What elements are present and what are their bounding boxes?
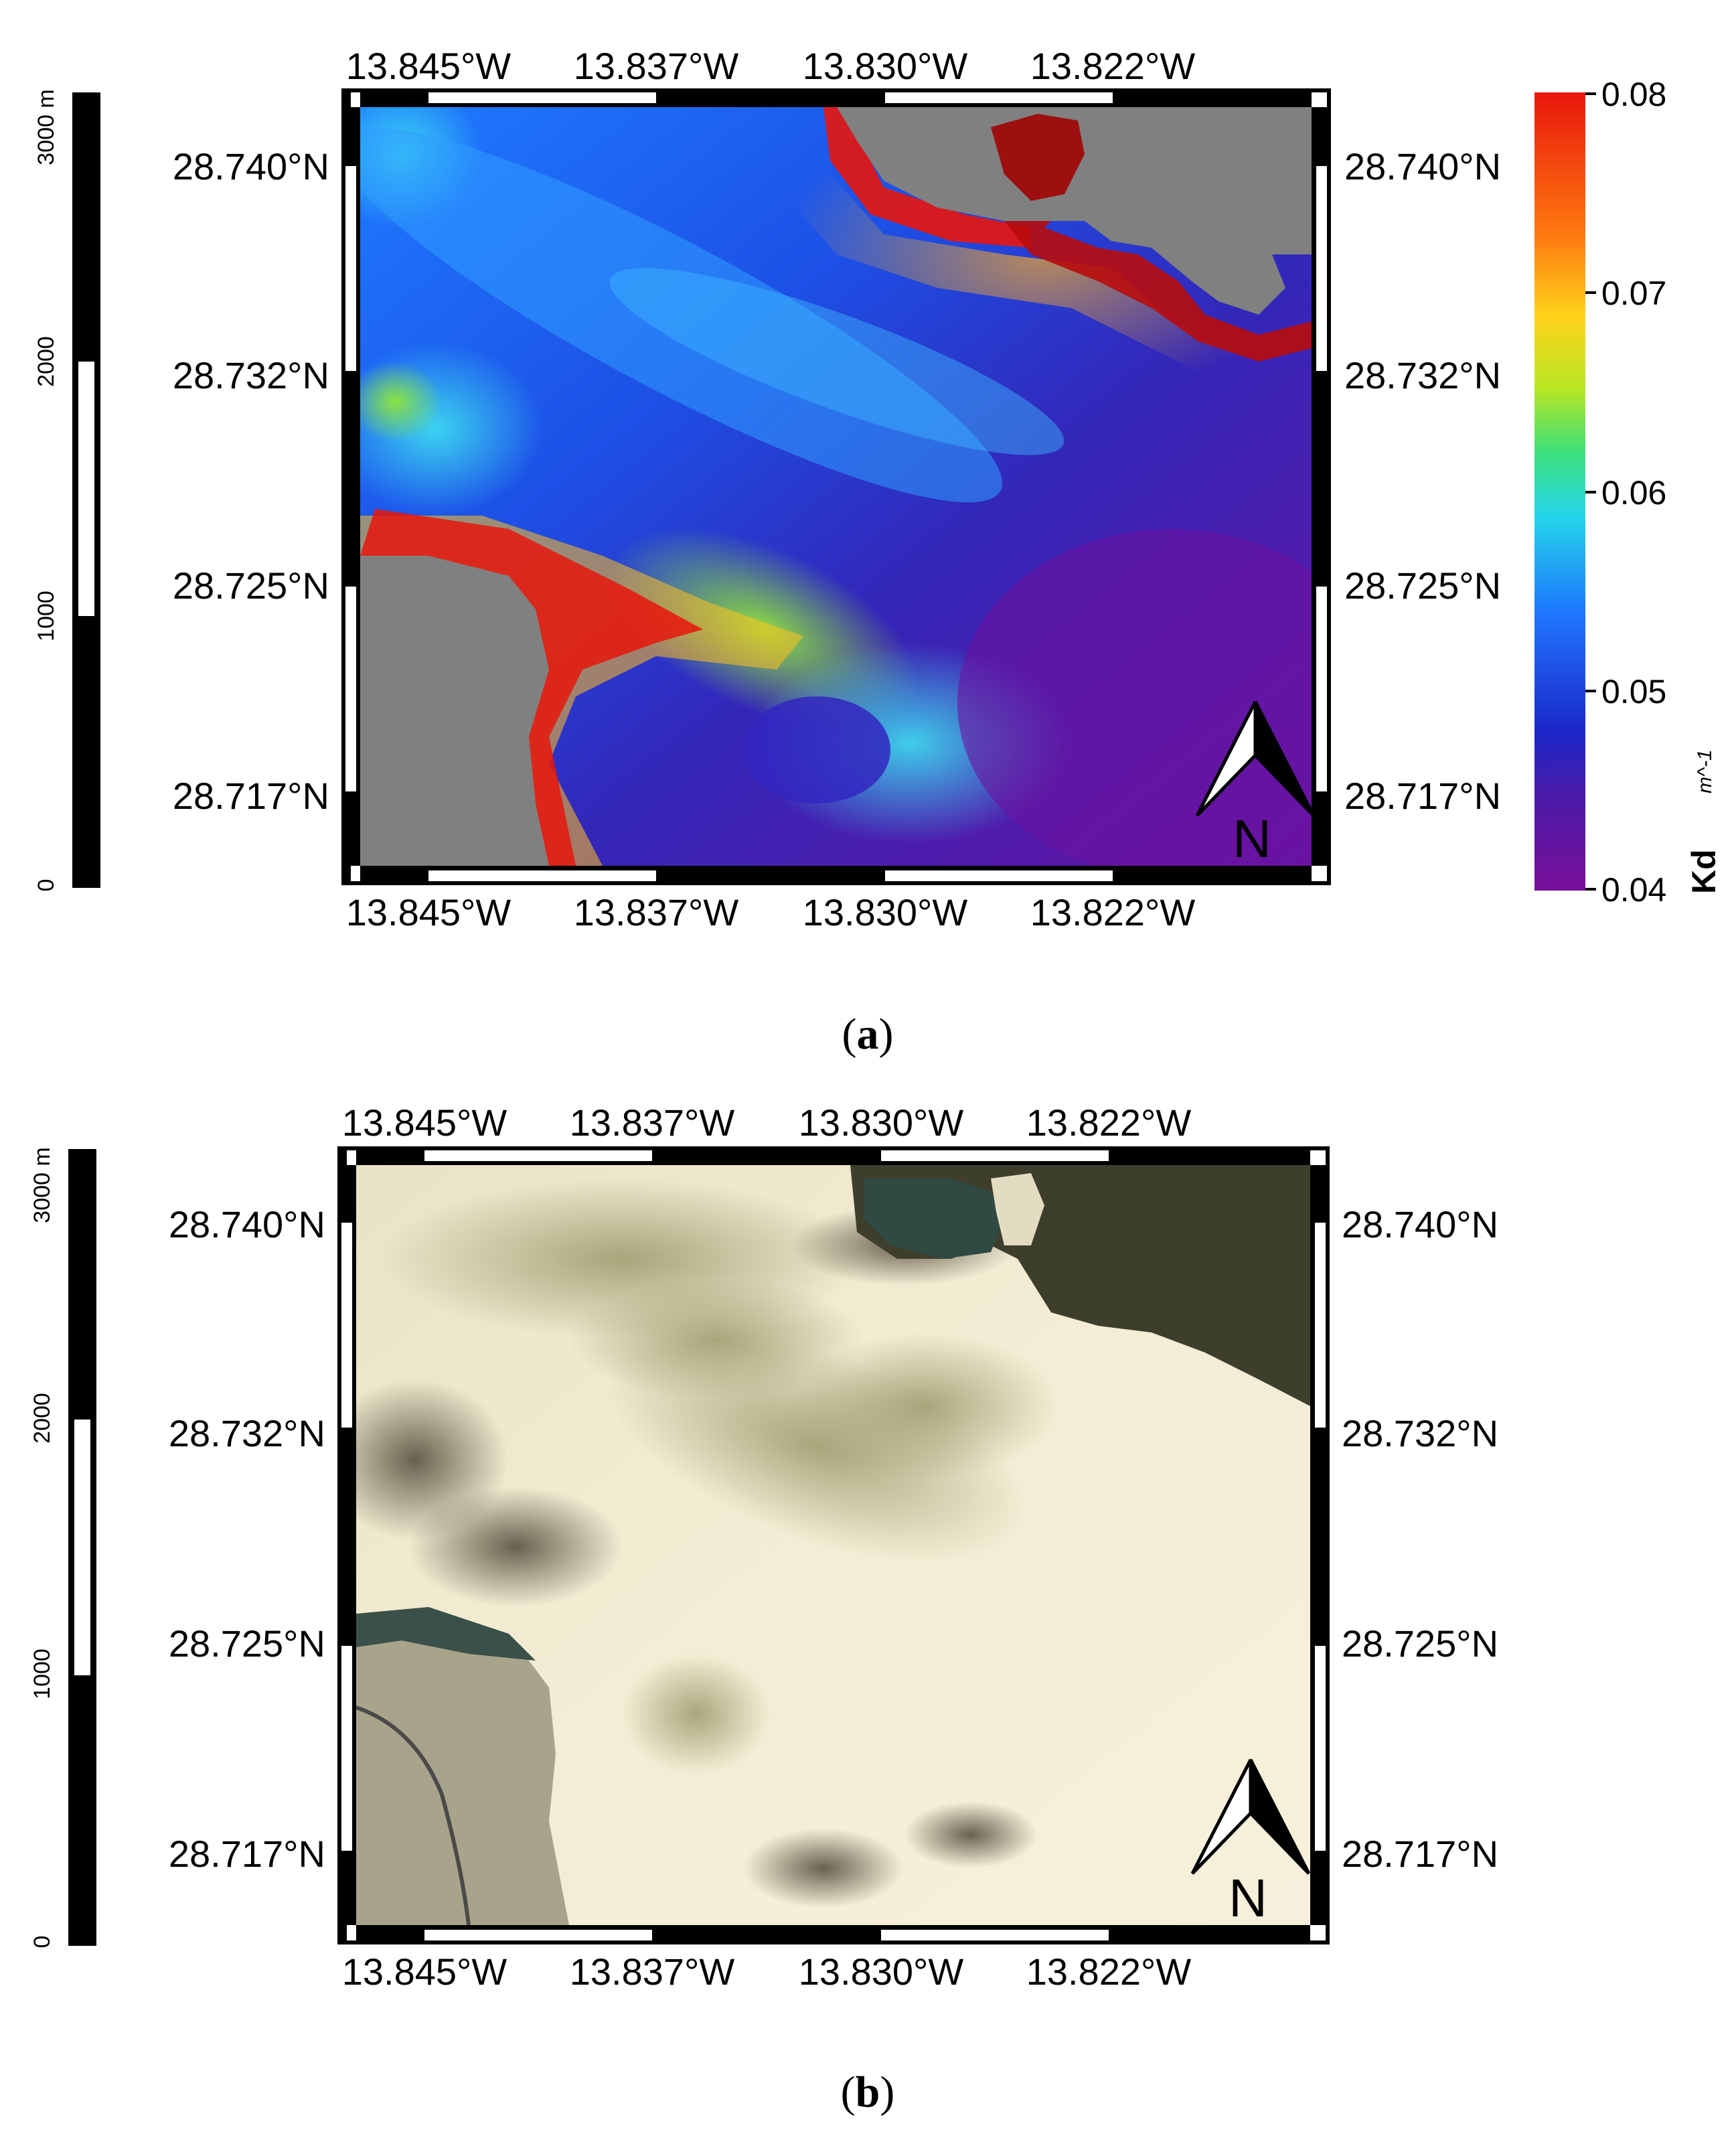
lon-label: 13.822°W: [1030, 891, 1196, 933]
scale-unit-label: 3000 m: [29, 1147, 55, 1223]
north-arrow-icon: N: [1195, 700, 1316, 868]
colorbar-tick-label: 0.04: [1601, 871, 1666, 909]
scale-unit-label: 3000 m: [33, 89, 59, 165]
panel-b: 3000 m 2000 1000 0: [29, 1101, 1498, 2117]
lon-label: 13.845°W: [346, 891, 511, 933]
lon-label: 13.837°W: [574, 45, 739, 87]
scale-tick-label: 0: [33, 879, 59, 892]
north-label: N: [1233, 809, 1271, 868]
scale-bar: 3000 m 2000 1000 0: [29, 1147, 96, 1948]
scale-tick-label: 2000: [33, 336, 59, 387]
lat-labels-left: 28.740°N 28.732°N 28.725°N 28.717°N: [173, 145, 329, 817]
lon-labels-top: 13.845°W 13.837°W 13.830°W 13.822°W: [346, 45, 1196, 87]
lon-label: 13.822°W: [1030, 45, 1196, 87]
lat-label: 28.725°N: [1342, 1622, 1498, 1665]
lat-label: 28.740°N: [169, 1203, 325, 1245]
lat-label: 28.717°N: [169, 1833, 325, 1875]
lon-label: 13.845°W: [342, 1101, 507, 1144]
north-arrow-icon: N: [1190, 1758, 1311, 1928]
land-mass: [356, 1607, 569, 1925]
lon-labels-bottom: 13.845°W 13.837°W 13.830°W 13.822°W: [346, 891, 1196, 933]
lon-label: 13.837°W: [570, 1951, 735, 1993]
lat-label: 28.740°N: [1342, 1203, 1498, 1245]
colorbar-tick-label: 0.08: [1601, 76, 1666, 113]
lat-label: 28.717°N: [1342, 1833, 1498, 1875]
panel-caption: (b): [841, 2068, 895, 2117]
colorbar-tick-label: 0.05: [1601, 673, 1666, 710]
colorbar-tick-label: 0.06: [1601, 474, 1666, 512]
scale-tick-label: 2000: [29, 1393, 55, 1444]
lon-labels-bottom: 13.845°W 13.837°W 13.830°W 13.822°W: [342, 1951, 1192, 1993]
lon-label: 13.830°W: [799, 1951, 964, 1993]
scale-tick-label: 0: [29, 1936, 55, 1949]
lat-label: 28.725°N: [169, 1622, 325, 1665]
lon-label: 13.822°W: [1026, 1101, 1192, 1144]
lon-label: 13.837°W: [570, 1101, 735, 1144]
colorbar-title: Kd: [1685, 849, 1723, 894]
north-label: N: [1229, 1868, 1267, 1928]
lon-label: 13.822°W: [1026, 1951, 1192, 1993]
lat-label: 28.725°N: [1344, 564, 1501, 607]
lat-label: 28.732°N: [1344, 354, 1501, 396]
lat-label: 28.732°N: [169, 1412, 325, 1454]
land-mass: [360, 556, 549, 866]
lat-labels-left: 28.740°N 28.732°N 28.725°N 28.717°N: [169, 1203, 325, 1875]
lat-label: 28.732°N: [173, 354, 329, 396]
lon-label: 13.830°W: [803, 891, 968, 933]
lon-label: 13.837°W: [574, 891, 739, 933]
land-mass: [837, 107, 1312, 315]
colorbar-gradient: [1534, 92, 1585, 891]
colorbar-ticks: [1585, 92, 1596, 891]
colorbar-unit: m^-1: [1694, 749, 1716, 793]
scale-bar: 3000 m 2000 1000 0: [33, 89, 100, 891]
kd-map: [360, 107, 1312, 866]
lat-label: 28.732°N: [1342, 1412, 1498, 1454]
lat-label: 28.740°N: [1344, 145, 1501, 187]
lat-labels-right: 28.740°N 28.732°N 28.725°N 28.717°N: [1344, 145, 1501, 817]
scale-tick-label: 1000: [33, 591, 59, 641]
lat-label: 28.717°N: [173, 775, 329, 817]
lon-label: 13.830°W: [803, 45, 968, 87]
lat-label: 28.725°N: [173, 564, 329, 607]
panel-a: 3000 m 2000 1000 0: [33, 45, 1723, 1059]
colorbar-tick-label: 0.07: [1601, 275, 1666, 312]
lon-label: 13.845°W: [346, 45, 511, 87]
panel-caption: (a): [842, 1010, 894, 1059]
lat-label: 28.740°N: [173, 145, 329, 187]
lon-label: 13.830°W: [799, 1101, 964, 1144]
lat-label: 28.717°N: [1344, 775, 1501, 817]
colorbar: 0.08 0.07 0.06 0.05 0.04 Kd m^-1: [1534, 76, 1723, 909]
lon-labels-top: 13.845°W 13.837°W 13.830°W 13.822°W: [342, 1101, 1192, 1144]
lon-label: 13.845°W: [342, 1951, 507, 1993]
scale-tick-label: 1000: [29, 1649, 55, 1699]
lat-labels-right: 28.740°N 28.732°N 28.725°N 28.717°N: [1342, 1203, 1498, 1875]
true-color-map: [356, 1165, 1310, 1925]
